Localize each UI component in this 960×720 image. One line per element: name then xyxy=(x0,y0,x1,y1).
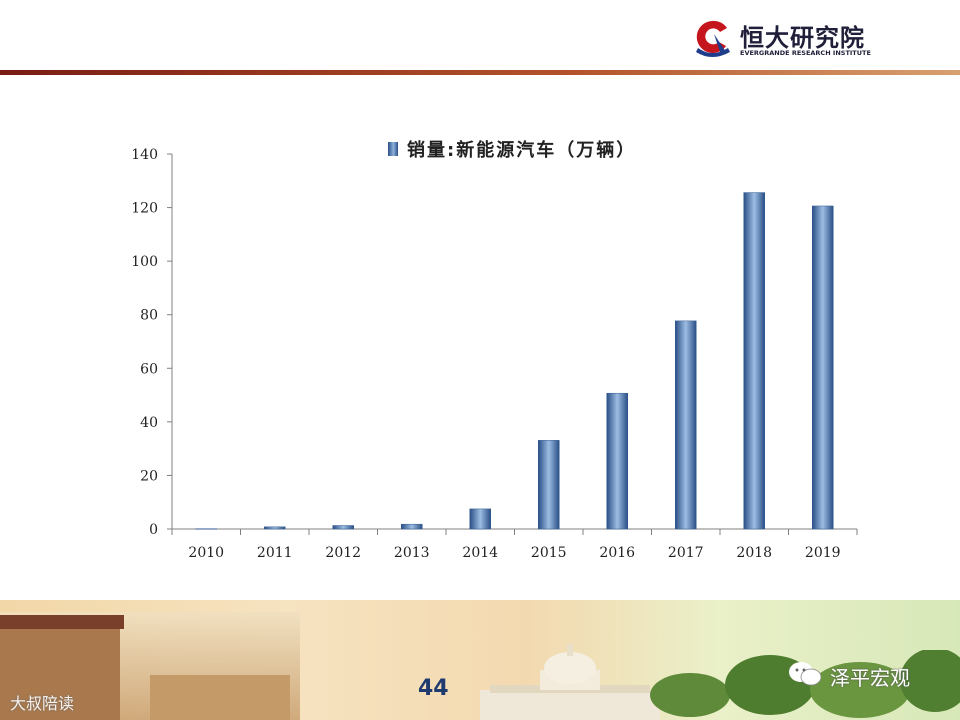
x-tick-label: 2018 xyxy=(736,545,772,561)
logo-english-text: EVERGRANDE RESEARCH INSTITUTE xyxy=(740,49,871,57)
x-tick-label: 2013 xyxy=(394,545,430,561)
bar-2014 xyxy=(469,508,491,530)
capitol-illustration xyxy=(480,644,660,720)
x-tick-label: 2016 xyxy=(599,545,635,561)
y-tick-label: 40 xyxy=(140,415,158,431)
y-tick-label: 80 xyxy=(140,308,158,324)
y-tick-label: 60 xyxy=(140,361,158,377)
x-tick-label: 2014 xyxy=(462,545,498,561)
bar-2019 xyxy=(812,205,834,530)
wechat-icon xyxy=(789,662,822,686)
x-tick-label: 2010 xyxy=(188,545,224,561)
y-tick-label: 140 xyxy=(131,147,158,163)
legend-swatch xyxy=(388,142,398,156)
wechat-account-label: 泽平宏观 xyxy=(830,666,910,690)
x-tick-label: 2017 xyxy=(668,545,704,561)
bar-2012 xyxy=(332,525,354,530)
evergrande-logo: 恒大研究院 EVERGRANDE RESEARCH INSTITUTE xyxy=(692,16,882,60)
bar-chart: 0 20 40 60 80 100 120 140 2010 2011 2012 2013 2014 20… xyxy=(131,147,858,561)
bar-2011 xyxy=(264,526,286,530)
y-tick-label: 120 xyxy=(131,201,158,217)
bar-2010 xyxy=(195,528,217,530)
x-tick-label: 2012 xyxy=(325,545,361,561)
palace-illustration xyxy=(150,675,290,720)
bar-2015 xyxy=(538,440,560,530)
header-divider xyxy=(0,70,960,75)
x-tick-label: 2019 xyxy=(805,545,841,561)
bar-2016 xyxy=(606,392,628,530)
y-tick-label: 100 xyxy=(131,254,158,270)
y-tick-label: 20 xyxy=(140,468,158,484)
bar-2013 xyxy=(401,523,423,530)
page-number: 44 xyxy=(418,676,449,701)
x-tick-label: 2015 xyxy=(531,545,567,561)
bar-2018 xyxy=(743,192,765,530)
watermark-text: 大叔陪读 xyxy=(10,694,75,713)
logo-chinese-text: 恒大研究院 xyxy=(740,24,865,52)
bar-2017 xyxy=(675,320,697,530)
logo-mark-icon xyxy=(696,20,730,57)
villa-illustration xyxy=(0,615,124,720)
y-tick-label: 0 xyxy=(149,522,158,538)
legend-label: 销量:新能源汽车（万辆） xyxy=(407,140,637,161)
x-tick-label: 2011 xyxy=(257,545,293,561)
